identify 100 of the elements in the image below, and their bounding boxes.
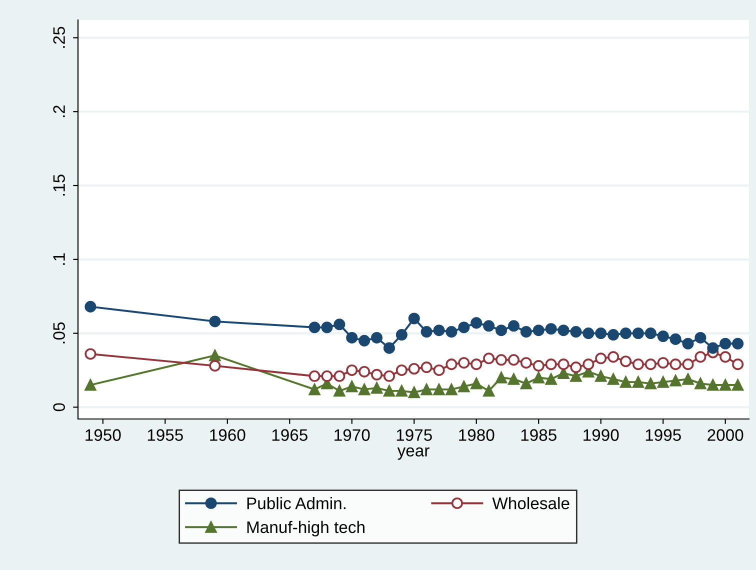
point — [396, 329, 408, 341]
point — [682, 358, 694, 370]
point — [346, 380, 358, 392]
point — [657, 330, 669, 342]
y-tick-label: .1 — [53, 253, 65, 265]
x-tick-label: 1965 — [272, 429, 308, 441]
point — [707, 379, 719, 391]
point — [720, 351, 732, 363]
point — [582, 358, 594, 370]
point — [670, 333, 682, 345]
x-tick-label: 1955 — [148, 429, 183, 441]
point — [632, 376, 644, 388]
point — [358, 384, 370, 396]
point — [508, 373, 520, 385]
point — [632, 358, 644, 370]
legend-label: Wholesale — [492, 497, 570, 510]
point — [632, 328, 644, 340]
point — [694, 351, 706, 363]
point — [408, 312, 420, 324]
point — [520, 326, 532, 338]
point — [532, 324, 544, 336]
point — [408, 362, 420, 375]
point — [308, 384, 320, 396]
point — [545, 323, 557, 335]
point — [570, 362, 582, 374]
point — [732, 379, 744, 391]
point — [346, 364, 358, 376]
point — [209, 350, 221, 362]
x-tick-label: 1975 — [396, 429, 432, 441]
point — [396, 385, 408, 397]
point — [720, 338, 732, 350]
x-tick-label: 1995 — [646, 429, 681, 441]
point — [321, 322, 333, 334]
point — [644, 378, 656, 390]
point — [520, 378, 532, 390]
point — [446, 326, 458, 338]
point — [371, 332, 383, 344]
point — [209, 316, 221, 328]
point — [483, 385, 495, 397]
point — [209, 360, 221, 372]
point — [458, 357, 470, 369]
point — [707, 342, 719, 354]
x-tick-label: 1990 — [584, 429, 619, 441]
x-tick-label: 1970 — [334, 429, 370, 441]
point — [545, 358, 557, 370]
point — [84, 348, 96, 360]
y-tick-label: .25 — [53, 26, 65, 48]
point — [520, 357, 532, 369]
point — [446, 384, 458, 396]
point — [84, 379, 96, 391]
point — [433, 364, 445, 376]
point — [383, 342, 395, 354]
point — [508, 320, 520, 332]
x-tick-label: 1960 — [210, 429, 246, 441]
point — [346, 332, 358, 344]
point — [558, 324, 570, 336]
point — [383, 370, 395, 382]
point — [532, 360, 544, 372]
point — [682, 373, 694, 385]
point — [545, 373, 557, 385]
point — [608, 351, 620, 363]
point — [595, 352, 607, 364]
point — [694, 332, 706, 344]
point — [608, 329, 620, 341]
point — [358, 334, 370, 346]
point — [371, 382, 383, 394]
x-tick-label: 2000 — [708, 429, 744, 441]
x-axis-title: year — [397, 447, 430, 460]
point — [308, 322, 320, 334]
point — [358, 366, 370, 378]
point — [84, 300, 96, 312]
point — [620, 376, 632, 388]
point — [558, 358, 570, 370]
point — [321, 370, 333, 382]
point — [670, 374, 682, 386]
y-tick-label: .2 — [53, 106, 65, 118]
x-tick-label: 1950 — [86, 429, 121, 441]
point — [420, 326, 432, 338]
point — [694, 378, 706, 390]
point — [732, 338, 744, 350]
point — [446, 358, 458, 370]
point — [644, 328, 656, 340]
point — [532, 372, 544, 384]
point — [657, 376, 669, 388]
y-tick-label: .05 — [53, 322, 65, 344]
point — [458, 380, 470, 392]
point — [420, 362, 432, 374]
point — [483, 352, 495, 364]
point — [608, 373, 620, 385]
point — [732, 358, 744, 370]
legend-label: Manuf-high tech — [247, 520, 364, 536]
point — [483, 320, 495, 332]
point — [420, 384, 432, 396]
y-tick-label: 0 — [53, 403, 65, 412]
point — [620, 328, 632, 340]
point — [496, 372, 508, 384]
point — [383, 385, 395, 397]
point — [670, 358, 682, 370]
point — [620, 356, 632, 368]
point — [496, 354, 508, 366]
